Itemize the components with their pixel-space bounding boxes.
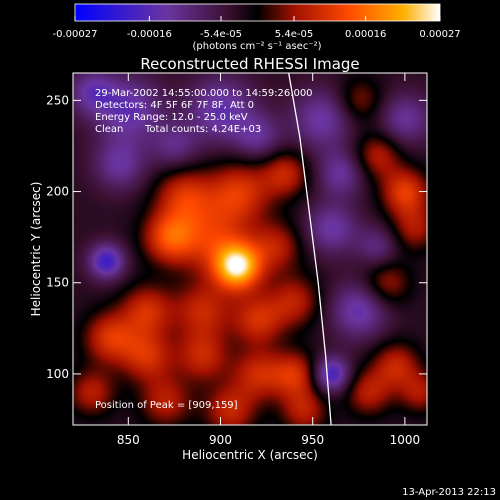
colorbar-tick-label: -5.4e-05 xyxy=(200,29,242,40)
detectors-annotation: Detectors: 4F 5F 6F 7F 8F, Att 0 xyxy=(95,100,254,111)
plot-frame xyxy=(72,72,428,426)
heatmap-image xyxy=(73,73,427,425)
y-tick-label: 100 xyxy=(46,367,69,381)
x-tick-label: 1000 xyxy=(390,433,421,447)
energy-range-annotation: Energy Range: 12.0 - 25.0 keV xyxy=(95,112,248,123)
x-tick-label: 850 xyxy=(117,433,140,447)
time-range-annotation: 29-Mar-2002 14:55:00.000 to 14:59:26.000 xyxy=(95,88,313,99)
x-axis-label: Heliocentric X (arcsec) xyxy=(182,448,318,462)
colorbar-tick-label: 5.4e-05 xyxy=(275,29,313,40)
y-tick-label: 200 xyxy=(46,185,69,199)
colorbar xyxy=(74,3,441,22)
peak-position-annotation: Position of Peak = [909,159] xyxy=(95,400,238,411)
y-axis: 100 150 200 250 xyxy=(46,93,427,381)
solar-limb-curve xyxy=(288,73,332,425)
clean-annotation: Clean xyxy=(95,124,123,135)
colorbar-unit-label: (photons cm⁻² s⁻¹ asec⁻²) xyxy=(192,41,321,52)
colorbar-ticks: -0.00027 -0.00016 -5.4e-05 5.4e-05 0.00016 0.… xyxy=(53,16,461,40)
x-axis: 850 900 950 1000 xyxy=(117,73,420,447)
y-tick-label: 250 xyxy=(46,93,69,107)
generation-datetime: 13-Apr-2013 22:13 xyxy=(402,487,496,498)
x-tick-label: 950 xyxy=(301,433,324,447)
total-counts-annotation: Total counts: 4.24E+03 xyxy=(144,124,261,135)
x-tick-label: 900 xyxy=(209,433,232,447)
colorbar-tick-label: 0.00027 xyxy=(419,29,460,40)
heatmap-image-container xyxy=(73,73,427,425)
colorbar-tick-label: 0.00016 xyxy=(345,29,386,40)
y-axis-label: Heliocentric Y (arcsec) xyxy=(29,182,43,317)
colorbar-tick-label: -0.00016 xyxy=(127,29,172,40)
y-tick-label: 150 xyxy=(46,276,69,290)
colorbar-tick-label: -0.00027 xyxy=(53,29,98,40)
chart-title: Reconstructed RHESSI Image xyxy=(140,55,359,73)
